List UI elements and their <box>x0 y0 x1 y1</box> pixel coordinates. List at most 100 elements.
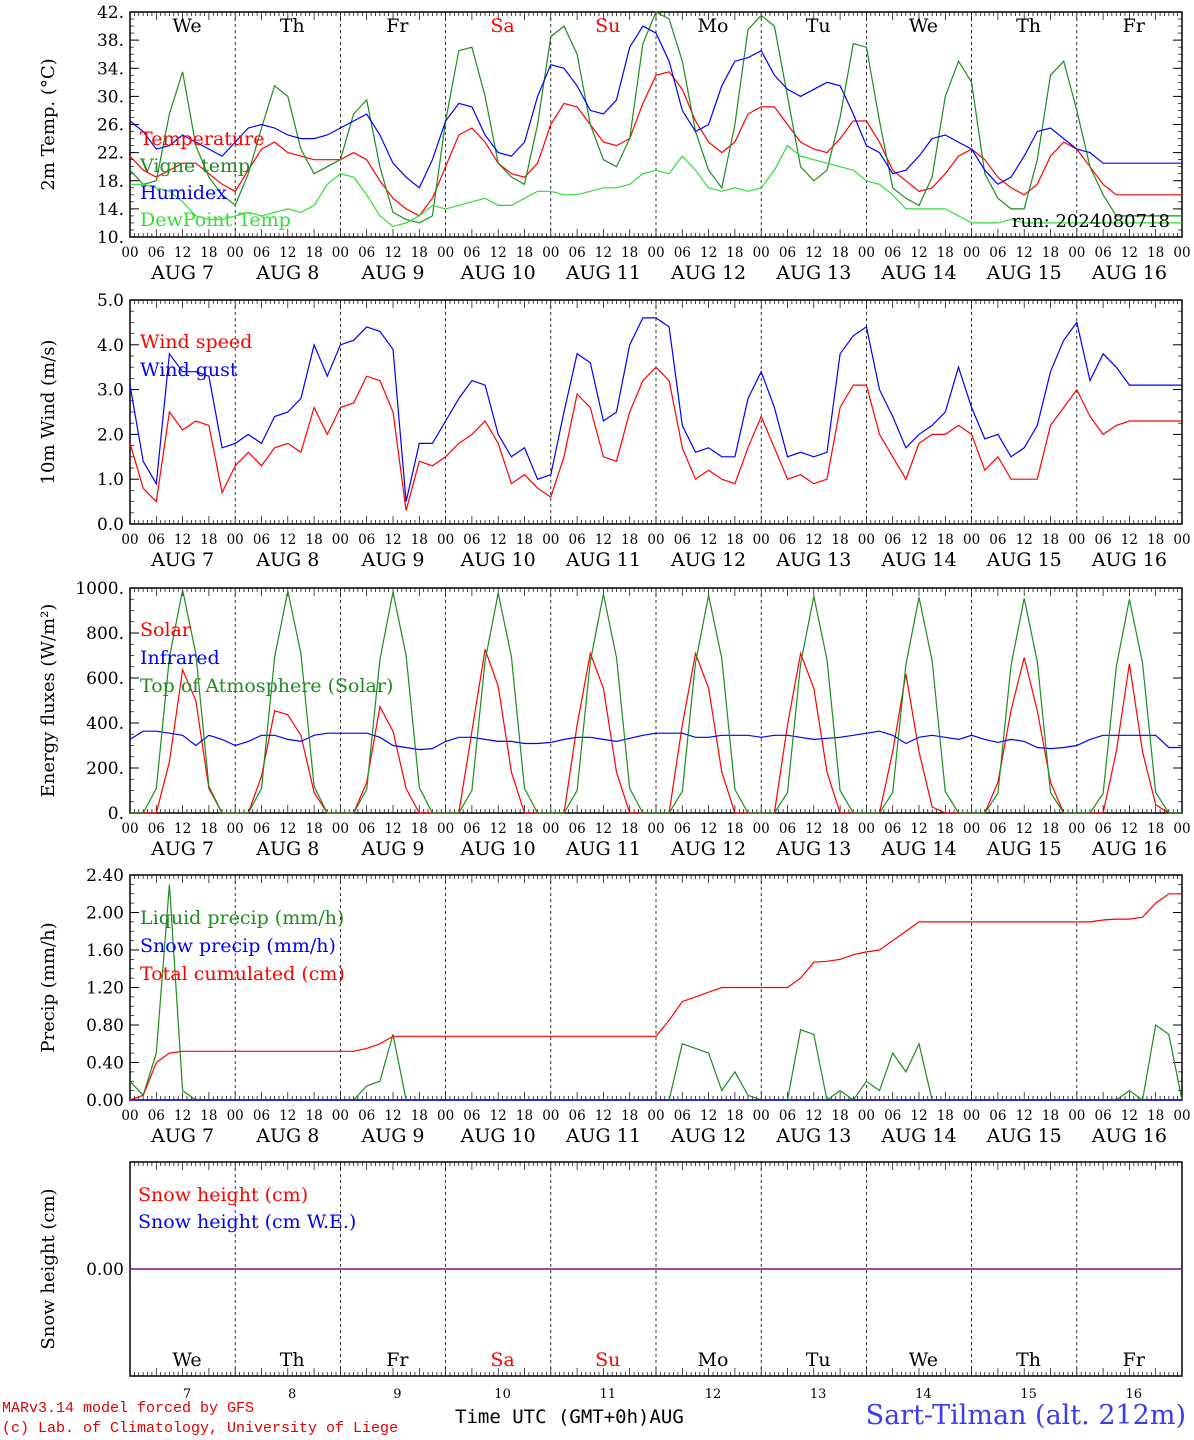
hour-tick-label: 12 <box>174 1108 191 1124</box>
hour-tick-label: 12 <box>805 821 822 837</box>
y-tick-label: 30. <box>97 87 124 107</box>
weekday-label-bottom: Tu <box>806 1349 831 1371</box>
hour-tick-label: 00 <box>858 821 875 837</box>
date-label: AUG 7 <box>150 838 214 860</box>
date-label: AUG 10 <box>460 549 536 571</box>
weekday-label-bottom: Fr <box>1123 1349 1146 1371</box>
hour-tick-label: 12 <box>384 245 401 261</box>
hour-tick-label: 18 <box>726 245 743 261</box>
date-label: AUG 10 <box>460 262 536 284</box>
weekday-label-top: Th <box>280 15 305 37</box>
x-axis-title: Time UTC (GMT+0h)AUG <box>455 1406 684 1428</box>
hour-tick-label: 00 <box>1068 245 1085 261</box>
day-number-label: 8 <box>288 1387 296 1402</box>
hour-tick-label: 18 <box>516 245 533 261</box>
y-tick-label: 3.0 <box>97 381 124 401</box>
hour-tick-label: 12 <box>1016 821 1033 837</box>
hour-tick-label: 00 <box>1173 245 1190 261</box>
hour-tick-label: 06 <box>463 1108 480 1124</box>
date-label: AUG 15 <box>986 549 1062 571</box>
hour-tick-label: 06 <box>253 1108 270 1124</box>
hour-tick-label: 00 <box>227 821 244 837</box>
hour-tick-label: 18 <box>937 245 954 261</box>
hour-tick-label: 18 <box>1147 245 1164 261</box>
day-number-label: 9 <box>393 1387 401 1402</box>
date-label: AUG 16 <box>1091 1125 1167 1147</box>
hour-tick-label: 12 <box>384 821 401 837</box>
hour-tick-label: 12 <box>595 245 612 261</box>
series-line <box>129 317 1182 502</box>
y-axis-label: Snow height (cm) <box>38 1188 59 1349</box>
y-tick-label: 26. <box>97 116 124 136</box>
hour-tick-label: 00 <box>753 245 770 261</box>
hour-tick-label: 00 <box>542 245 559 261</box>
hour-tick-label: 00 <box>963 1108 980 1124</box>
hour-tick-label: 18 <box>832 1108 849 1124</box>
panel-3: 0. 200. 400. 600. 800. 1000. Energy fluxes (W/… <box>38 579 1191 860</box>
x-axis-title-text: Time UTC (GMT+0h) <box>455 1406 650 1428</box>
legend-entry: Top of Atmosphere (Solar) <box>140 675 393 697</box>
day-number-label: 16 <box>1126 1387 1143 1402</box>
hour-tick-label: 00 <box>647 821 664 837</box>
hour-tick-label: 00 <box>963 532 980 548</box>
hour-tick-label: 12 <box>490 821 507 837</box>
hour-tick-label: 18 <box>1147 821 1164 837</box>
hour-tick-label: 06 <box>253 821 270 837</box>
hour-tick-label: 00 <box>437 821 454 837</box>
hour-tick-label: 18 <box>726 1108 743 1124</box>
hour-tick-label: 06 <box>779 532 796 548</box>
hour-tick-label: 00 <box>753 821 770 837</box>
hour-tick-label: 18 <box>1147 1108 1164 1124</box>
y-tick-label: 38. <box>97 31 124 51</box>
hour-tick-label: 12 <box>910 532 927 548</box>
hour-tick-label: 12 <box>384 1108 401 1124</box>
hour-tick-label: 18 <box>516 821 533 837</box>
hour-tick-label: 18 <box>516 532 533 548</box>
y-tick-label: 0.80 <box>86 1016 124 1036</box>
hour-tick-label: 18 <box>306 245 323 261</box>
hour-tick-label: 18 <box>411 821 428 837</box>
panel-5: 0.00 Snow height (cm) Snow height (cm) Snow… <box>38 1161 1183 1377</box>
hour-tick-label: 06 <box>989 1108 1006 1124</box>
date-label: AUG 11 <box>565 262 641 284</box>
hour-tick-label: 00 <box>647 245 664 261</box>
hour-tick-label: 18 <box>832 532 849 548</box>
y-tick-label: 800. <box>86 624 124 644</box>
hour-tick-label: 18 <box>200 245 217 261</box>
date-label: AUG 12 <box>670 549 746 571</box>
y-tick-label: 400. <box>86 714 124 734</box>
hour-tick-label: 18 <box>411 532 428 548</box>
y-tick-label: 2.00 <box>86 904 124 924</box>
hour-tick-label: 12 <box>1016 245 1033 261</box>
hour-tick-label: 06 <box>569 245 586 261</box>
hour-tick-label: 12 <box>1121 532 1138 548</box>
series-line <box>129 730 1182 751</box>
series-line <box>129 893 1182 1101</box>
date-label: AUG 8 <box>255 1125 319 1147</box>
hour-tick-label: 18 <box>621 245 638 261</box>
y-tick-label: 0.0 <box>97 515 124 535</box>
x-axis-month: AUG <box>649 1406 684 1428</box>
hour-tick-label: 00 <box>1173 1108 1190 1124</box>
y-axis-label: Precip (mm/h) <box>38 922 59 1052</box>
date-label: AUG 11 <box>565 838 641 860</box>
weekday-label-top: Fr <box>1123 15 1146 37</box>
legend-entry: Wind speed <box>140 331 252 353</box>
panel-2: 0.0 1.0 2.0 3.0 4.0 5.0 10m Wind (m/s) Wind spe… <box>38 291 1191 571</box>
y-tick-label: 1.20 <box>86 979 124 999</box>
station-name: Sart-Tilman (alt. 212m) <box>865 1400 1186 1431</box>
date-label: AUG 7 <box>150 549 214 571</box>
hour-tick-label: 12 <box>700 1108 717 1124</box>
hour-tick-label: 18 <box>306 821 323 837</box>
legend-entry: Total cumulated (cm) <box>140 963 345 985</box>
hour-tick-label: 12 <box>490 245 507 261</box>
hour-tick-label: 06 <box>989 821 1006 837</box>
date-label: AUG 9 <box>360 838 424 860</box>
y-tick-label: 1000. <box>75 579 124 599</box>
hour-tick-label: 12 <box>279 1108 296 1124</box>
hour-tick-label: 18 <box>621 532 638 548</box>
hour-tick-label: 12 <box>700 821 717 837</box>
y-tick-label: 5.0 <box>97 291 124 311</box>
date-label: AUG 9 <box>360 1125 424 1147</box>
